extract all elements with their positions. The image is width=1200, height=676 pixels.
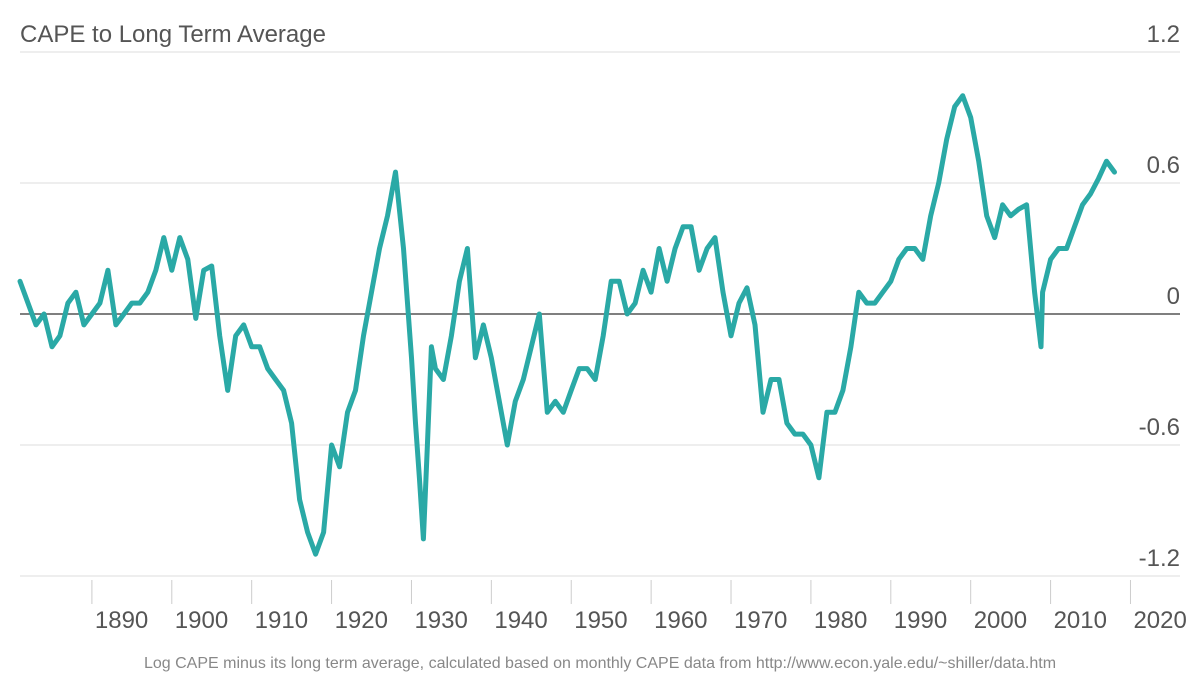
y-tick-label: 0 [1167,283,1180,310]
y-tick-label: 1.2 [1147,21,1180,48]
x-tick-label: 1970 [734,607,787,634]
x-tick-label: 2010 [1054,607,1107,634]
x-tick-label: 1960 [654,607,707,634]
x-tick-label: 1990 [894,607,947,634]
chart-note: Log CAPE minus its long term average, ca… [144,655,1056,672]
x-tick-label: 2020 [1133,607,1186,634]
y-tick-label: 0.6 [1147,152,1180,179]
chart-title: CAPE to Long Term Average [20,21,326,48]
x-tick-label: 1980 [814,607,867,634]
x-tick-label: 1950 [574,607,627,634]
x-tick-label: 2000 [974,607,1027,634]
x-tick-label: 1940 [494,607,547,634]
x-tick-label: 1920 [335,607,388,634]
x-tick-label: 1890 [95,607,148,634]
x-tick-label: 1900 [175,607,228,634]
data-line [17,93,1117,557]
y-tick-label: -1.2 [1139,545,1180,572]
y-tick-label: -0.6 [1139,414,1180,441]
x-tick-label: 1930 [414,607,467,634]
x-tick-label: 1910 [255,607,308,634]
